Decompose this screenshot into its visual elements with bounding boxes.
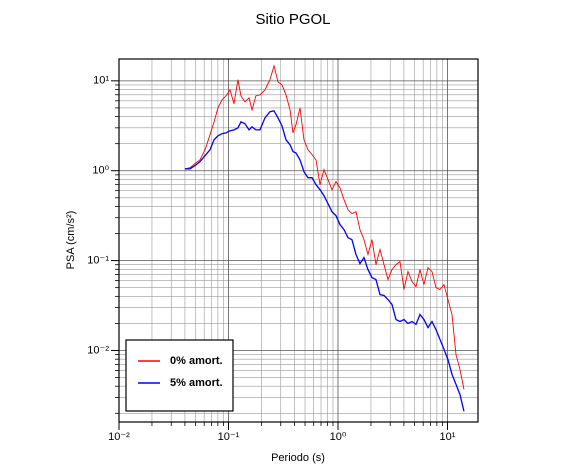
series-line [184,64,465,390]
x-tick-label: 10⁻² [108,431,130,443]
x-tick-label: 10⁰ [330,431,347,443]
series-line [184,110,465,412]
x-tick-label: 10¹ [440,431,456,443]
y-tick-label: 10¹ [93,75,109,87]
legend-box [125,339,234,412]
chart-title: Sitio PGOL [255,11,330,28]
legend-label: 0% amort. [170,355,223,367]
x-tick-label: 10⁻¹ [218,431,240,443]
y-tick-label: 10⁻² [87,344,109,356]
y-axis-label: PSA (cm/s²) [65,211,77,270]
y-tick-label: 10⁻¹ [87,255,109,267]
y-tick-label: 10⁰ [92,165,109,177]
plot-frame [118,58,479,423]
x-axis-label: Periodo (s) [271,452,325,464]
legend: 0% amort. 5% amort. [125,339,234,412]
legend-label: 5% amort. [170,377,223,389]
